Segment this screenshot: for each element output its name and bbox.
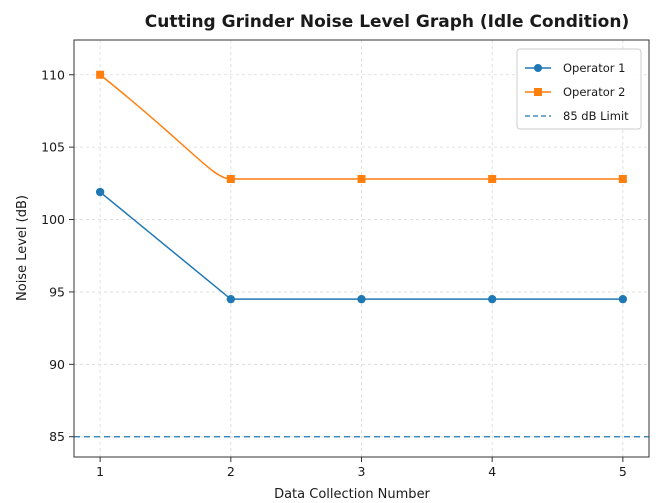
y-axis-label: Noise Level (dB) xyxy=(15,195,30,301)
legend-marker xyxy=(534,88,542,96)
data-point xyxy=(488,175,497,183)
legend: Operator 1 Operator 2 85 dB Limit xyxy=(516,48,642,130)
data-point xyxy=(357,175,366,183)
data-point xyxy=(618,294,628,304)
x-tick-label: 1 xyxy=(96,464,104,479)
data-point xyxy=(618,175,627,183)
x-tick-label: 4 xyxy=(488,464,496,479)
data-point xyxy=(226,175,235,183)
data-point xyxy=(96,70,105,79)
legend-box xyxy=(516,48,642,130)
series-layer xyxy=(95,70,628,304)
data-point xyxy=(95,187,105,197)
legend-label: Operator 2 xyxy=(563,85,625,99)
data-point xyxy=(226,294,236,304)
legend-label: 85 dB Limit xyxy=(563,109,629,123)
legend-marker xyxy=(534,64,542,72)
y-tick-label: 110 xyxy=(41,67,65,82)
data-point xyxy=(357,294,366,304)
y-tick-label: 100 xyxy=(41,212,65,227)
legend-label: Operator 1 xyxy=(563,61,625,75)
y-tick-label: 95 xyxy=(49,284,65,299)
x-tick-label: 5 xyxy=(619,464,627,479)
x-axis: 1 2 3 4 5 xyxy=(96,457,627,479)
y-tick-label: 105 xyxy=(41,140,65,155)
x-tick-label: 2 xyxy=(227,464,235,479)
y-axis: 85 90 95 100 105 110 xyxy=(41,67,74,444)
chart-title: Cutting Grinder Noise Level Graph (Idle … xyxy=(145,12,629,32)
y-tick-label: 90 xyxy=(49,357,65,372)
x-tick-label: 3 xyxy=(358,464,366,479)
x-axis-label: Data Collection Number xyxy=(274,487,430,502)
data-point xyxy=(487,294,497,304)
y-tick-label: 85 xyxy=(49,429,65,444)
